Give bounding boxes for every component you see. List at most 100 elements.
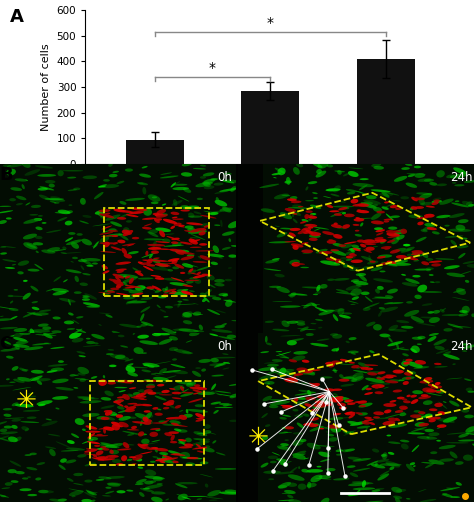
Ellipse shape [464, 180, 474, 183]
Ellipse shape [138, 183, 144, 184]
Bar [238, 333, 258, 502]
Ellipse shape [55, 212, 71, 214]
Ellipse shape [160, 176, 179, 178]
Ellipse shape [417, 343, 422, 345]
Ellipse shape [175, 249, 189, 254]
Ellipse shape [172, 217, 178, 219]
Ellipse shape [23, 242, 37, 249]
Ellipse shape [340, 201, 346, 203]
Ellipse shape [102, 444, 118, 447]
Ellipse shape [443, 417, 457, 423]
Ellipse shape [280, 306, 301, 308]
Ellipse shape [374, 227, 383, 230]
Ellipse shape [0, 246, 6, 248]
Ellipse shape [35, 334, 56, 336]
Ellipse shape [347, 350, 359, 354]
Ellipse shape [16, 340, 28, 344]
Ellipse shape [140, 380, 148, 382]
Ellipse shape [373, 278, 393, 282]
Ellipse shape [138, 442, 158, 446]
Ellipse shape [397, 371, 402, 372]
Bar [238, 333, 474, 502]
Ellipse shape [155, 395, 166, 400]
Ellipse shape [36, 400, 53, 405]
Ellipse shape [93, 342, 99, 344]
Ellipse shape [109, 445, 118, 448]
Ellipse shape [320, 376, 332, 378]
Ellipse shape [327, 240, 337, 244]
Ellipse shape [100, 216, 107, 219]
Ellipse shape [417, 217, 428, 219]
Ellipse shape [163, 402, 174, 406]
Ellipse shape [414, 415, 420, 418]
Ellipse shape [458, 439, 474, 441]
Ellipse shape [199, 231, 206, 235]
Ellipse shape [14, 347, 18, 348]
Ellipse shape [284, 241, 296, 242]
Ellipse shape [374, 166, 384, 170]
Ellipse shape [356, 217, 360, 219]
Ellipse shape [117, 406, 125, 410]
Ellipse shape [340, 384, 354, 387]
Ellipse shape [452, 364, 456, 365]
Ellipse shape [103, 426, 114, 431]
Ellipse shape [149, 432, 158, 437]
Ellipse shape [362, 239, 375, 243]
Ellipse shape [168, 333, 176, 334]
Ellipse shape [361, 291, 370, 295]
Ellipse shape [336, 454, 341, 456]
Ellipse shape [299, 370, 307, 372]
Ellipse shape [27, 467, 37, 470]
Ellipse shape [0, 306, 15, 310]
Ellipse shape [130, 464, 137, 465]
Ellipse shape [304, 403, 312, 407]
Ellipse shape [103, 428, 106, 434]
Ellipse shape [191, 441, 210, 445]
Ellipse shape [58, 498, 67, 501]
Ellipse shape [188, 268, 193, 273]
Ellipse shape [101, 184, 119, 188]
Ellipse shape [273, 369, 294, 374]
Ellipse shape [436, 440, 441, 442]
Ellipse shape [1, 487, 10, 489]
Ellipse shape [126, 220, 132, 223]
Ellipse shape [156, 209, 166, 214]
Ellipse shape [353, 183, 374, 187]
Ellipse shape [225, 279, 232, 281]
Ellipse shape [328, 400, 335, 403]
Ellipse shape [264, 269, 281, 271]
Ellipse shape [439, 445, 456, 449]
Ellipse shape [41, 249, 55, 254]
Ellipse shape [155, 374, 165, 376]
Ellipse shape [125, 169, 133, 172]
Ellipse shape [334, 262, 339, 264]
Ellipse shape [67, 328, 75, 330]
Ellipse shape [72, 320, 79, 324]
Ellipse shape [206, 497, 224, 499]
Ellipse shape [327, 205, 333, 208]
Ellipse shape [350, 288, 362, 296]
Ellipse shape [112, 424, 120, 430]
Ellipse shape [127, 372, 138, 377]
Ellipse shape [84, 293, 97, 299]
Ellipse shape [155, 214, 168, 218]
Ellipse shape [319, 310, 335, 312]
Ellipse shape [343, 430, 356, 436]
Ellipse shape [82, 499, 92, 502]
Ellipse shape [32, 301, 38, 304]
Ellipse shape [182, 289, 188, 291]
Ellipse shape [127, 393, 132, 397]
Ellipse shape [210, 178, 217, 180]
Ellipse shape [77, 454, 86, 458]
Ellipse shape [225, 299, 233, 307]
Ellipse shape [439, 198, 454, 205]
Ellipse shape [305, 186, 309, 190]
Ellipse shape [76, 316, 83, 319]
Ellipse shape [203, 172, 214, 176]
Ellipse shape [174, 264, 184, 269]
Ellipse shape [122, 431, 141, 435]
Ellipse shape [141, 439, 150, 444]
Ellipse shape [386, 375, 397, 377]
Ellipse shape [319, 398, 329, 404]
Text: 0h: 0h [218, 171, 232, 184]
